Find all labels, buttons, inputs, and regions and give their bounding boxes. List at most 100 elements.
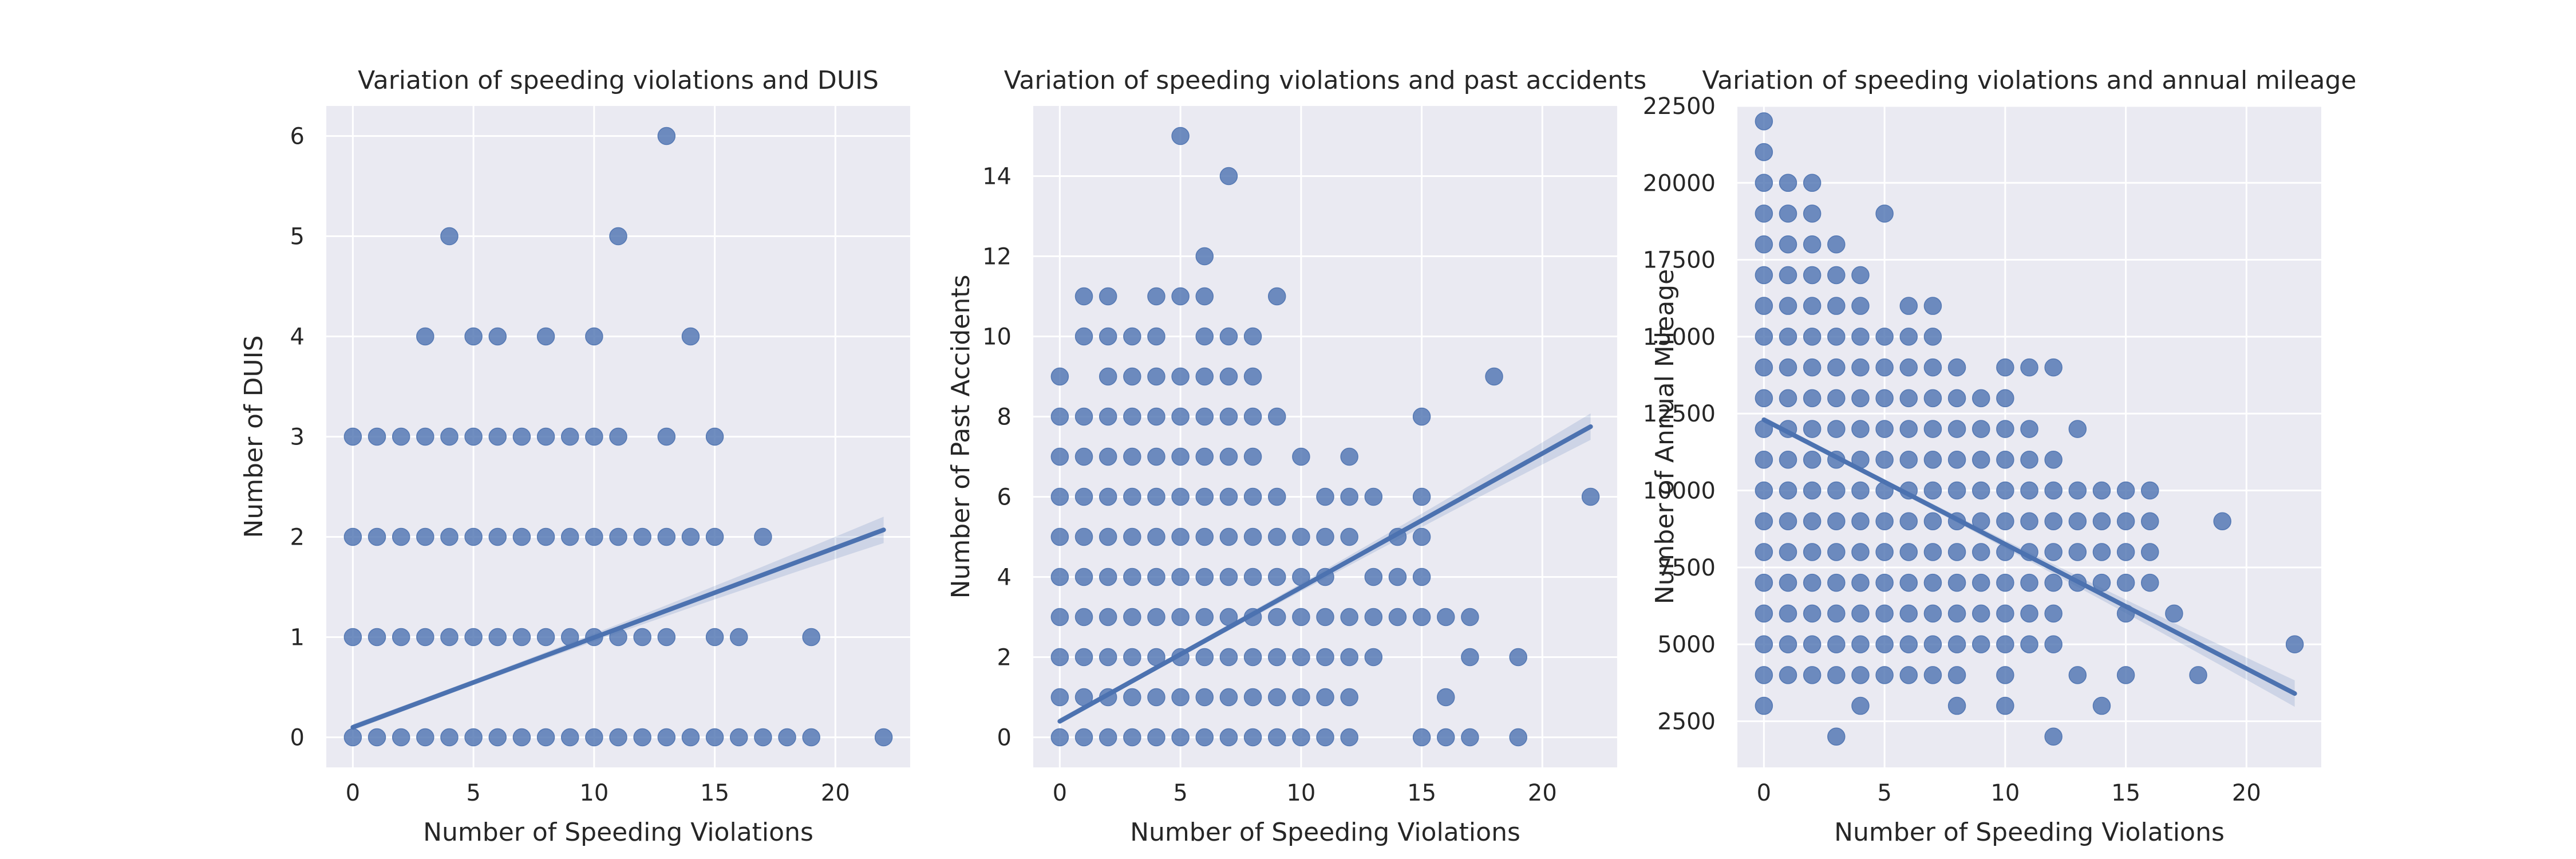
- scatter-point: [657, 628, 676, 647]
- scatter-point: [1123, 568, 1141, 586]
- scatter-point: [1147, 688, 1165, 707]
- scatter-point: [1851, 389, 1870, 408]
- scatter-point: [729, 628, 748, 647]
- chart-title: Variation of speeding violations and ann…: [1702, 66, 2356, 95]
- scatter-point: [1388, 568, 1407, 586]
- scatter-point: [1050, 608, 1069, 626]
- scatter-point: [2020, 420, 2038, 438]
- scatter-point: [1996, 696, 2014, 715]
- scatter-point: [2044, 358, 2063, 377]
- scatter-point: [343, 427, 362, 446]
- scatter-point: [1923, 604, 1942, 623]
- scatter-point: [1803, 389, 1822, 408]
- scatter-point: [1219, 728, 1238, 747]
- scatter-point: [802, 628, 820, 647]
- scatter-point: [1195, 287, 1214, 306]
- scatter-point: [1923, 451, 1942, 469]
- scatter-point: [1195, 688, 1214, 707]
- chart-title: Variation of speeding violations and DUI…: [358, 66, 879, 95]
- scatter-point: [1755, 604, 1773, 623]
- scatter-point: [1050, 447, 1069, 466]
- scatter-point: [1803, 635, 1822, 653]
- y-tick-label: 17500: [1643, 247, 1716, 274]
- chart-panel-3: 0 5 10 15 20 2500 5000 7500 10000 12500 15000 17500…: [1643, 66, 2357, 847]
- regression-line: [1761, 417, 2297, 696]
- scatter-point: [2140, 481, 2159, 500]
- scatter-point: [1779, 635, 1797, 653]
- scatter-point: [1147, 487, 1165, 506]
- x-tick-label: 10: [1990, 780, 2020, 806]
- y-axis-label: Number of Annual Mileage: [1650, 269, 1680, 605]
- scatter-point: [1779, 235, 1797, 254]
- scatter-point: [1340, 648, 1358, 667]
- y-tick-label: 1: [290, 625, 305, 651]
- scatter-point: [1099, 487, 1117, 506]
- scatter-point: [1875, 604, 1894, 623]
- scatter-point: [1074, 728, 1093, 747]
- scatter-point: [1099, 367, 1117, 386]
- x-tick-label: 15: [1407, 780, 1436, 806]
- scatter-point: [1364, 608, 1383, 626]
- y-axis-label: Number of Past Accidents: [946, 275, 975, 599]
- x-axis-label: Number of Speeding Violations: [1130, 818, 1520, 847]
- scatter-point: [1803, 451, 1822, 469]
- scatter-point: [1340, 447, 1358, 466]
- y-tick-label: 4: [290, 324, 305, 350]
- scatter-point: [1996, 420, 2014, 438]
- x-tick-label: 5: [1173, 780, 1187, 806]
- y-axis-label: Number of DUIS: [239, 335, 268, 538]
- scatter-point: [1851, 512, 1870, 530]
- scatter-point: [1316, 648, 1334, 667]
- scatter-point: [1923, 512, 1942, 530]
- scatter-point: [2044, 512, 2063, 530]
- scatter-point: [1243, 327, 1262, 346]
- scatter-point: [2165, 604, 2183, 623]
- scatter-point: [585, 527, 603, 546]
- scatter-point: [1803, 328, 1822, 346]
- scatter-point: [1461, 728, 1479, 747]
- scatter-point: [1803, 235, 1822, 254]
- scatter-point: [1803, 543, 1822, 561]
- scatter-point: [1971, 481, 1990, 500]
- scatter-point: [2068, 512, 2087, 530]
- scatter-point: [1195, 367, 1214, 386]
- scatter-point: [1923, 635, 1942, 653]
- scatter-point: [1074, 487, 1093, 506]
- scatter-point: [1074, 608, 1093, 626]
- scatter-point: [440, 427, 459, 446]
- y-tick-label: 2500: [1657, 708, 1716, 735]
- scatter-point: [2092, 573, 2111, 592]
- scatter-point: [1779, 174, 1797, 192]
- scatter-point: [1147, 407, 1165, 426]
- scatter-point: [633, 628, 651, 647]
- scatter-point: [1923, 297, 1942, 315]
- scatter-point: [585, 728, 603, 747]
- scatter-point: [1779, 543, 1797, 561]
- scatter-point: [1947, 451, 1966, 469]
- scatter-point: [681, 527, 700, 546]
- scatter-point: [2213, 512, 2231, 530]
- scatter-point: [1147, 728, 1165, 747]
- scatter-point: [1755, 573, 1773, 592]
- scatter-point: [488, 728, 507, 747]
- scatter-point: [1243, 367, 1262, 386]
- scatter-point: [609, 728, 627, 747]
- scatter-point: [1755, 635, 1773, 653]
- scatter-point: [2020, 451, 2038, 469]
- scatter-point: [1779, 604, 1797, 623]
- scatter-point: [1947, 635, 1966, 653]
- scatter-point: [1412, 527, 1431, 546]
- scatter-point: [536, 327, 555, 346]
- scatter-point: [1195, 608, 1214, 626]
- scatter-point: [1875, 512, 1894, 530]
- scatter-point: [1851, 696, 1870, 715]
- scatter-point: [1875, 635, 1894, 653]
- scatter-point: [1123, 688, 1141, 707]
- scatter-point: [440, 728, 459, 747]
- scatter-point: [1971, 451, 1990, 469]
- scatter-point: [2044, 451, 2063, 469]
- scatter-point: [1827, 666, 1846, 684]
- scatter-point: [1074, 648, 1093, 667]
- scatter-point: [1923, 358, 1942, 377]
- scatter-point: [1485, 367, 1503, 386]
